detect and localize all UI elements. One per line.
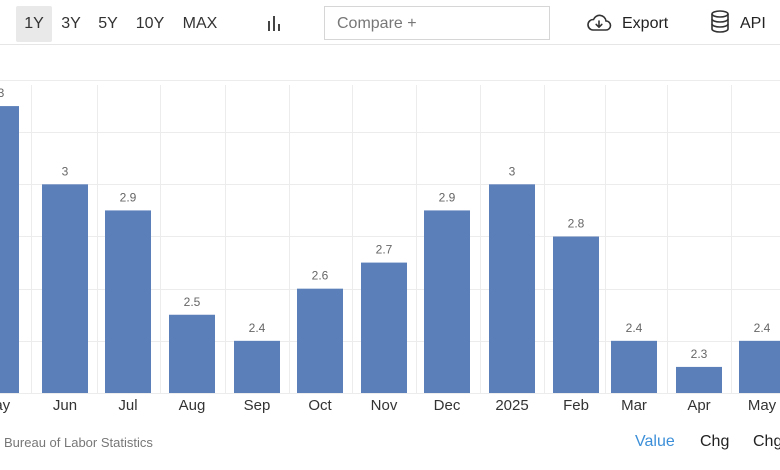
toolbar-divider	[0, 44, 780, 45]
bar[interactable]	[0, 106, 19, 394]
bar-value-label: 2.4	[249, 321, 266, 335]
value-mode-button[interactable]: Value	[635, 433, 675, 450]
x-tick-label: Sep	[244, 397, 271, 414]
bar-value-label: 2.9	[439, 190, 456, 204]
range-3y-button[interactable]: 3Y	[61, 15, 81, 32]
compare-field[interactable]	[324, 6, 550, 40]
x-tick-label: May	[748, 397, 777, 414]
bar-value-label: 2.6	[312, 269, 329, 283]
chart-type-button[interactable]	[262, 12, 286, 36]
x-tick-label: 2025	[495, 397, 528, 414]
bar-value-label: 2.4	[626, 321, 643, 335]
bar-value-label: 2.8	[568, 217, 585, 231]
x-tick-label: Mar	[621, 397, 647, 414]
api-button[interactable]: API	[709, 8, 769, 40]
bar[interactable]	[105, 210, 151, 393]
database-icon	[711, 10, 729, 33]
bar-value-label: 3	[62, 164, 69, 178]
chart-footer: Bureau of Labor Statistics Value Chg Chg	[0, 425, 780, 465]
bar[interactable]	[553, 236, 599, 394]
bar-chart: 3.3 3 2.9 2.5 2.4 2.6 2.7 2.9 3 2.8 2.4 2.3 2.4 May J…	[0, 80, 780, 414]
bar-value-label: 2.7	[376, 243, 393, 257]
bar[interactable]	[676, 366, 722, 393]
bar-value-label: 3	[509, 164, 516, 178]
bar-chart-icon	[268, 16, 280, 31]
bar-value-label: 2.4	[754, 321, 771, 335]
x-tick-label: Aug	[179, 397, 206, 414]
api-label: API	[740, 15, 766, 32]
cloud-download-icon	[587, 14, 612, 31]
x-tick-label: Jun	[53, 397, 77, 414]
x-tick-label: Apr	[687, 397, 710, 414]
bar-value-label: 2.5	[184, 295, 201, 309]
bar[interactable]	[489, 184, 535, 393]
bar-value-label: 3.3	[0, 86, 5, 100]
export-button[interactable]: Export	[586, 8, 672, 40]
x-tick-label: May	[0, 397, 11, 414]
bar[interactable]	[739, 340, 780, 393]
range-max-button[interactable]: MAX	[182, 15, 218, 32]
bar[interactable]	[42, 184, 88, 393]
bar[interactable]	[361, 262, 407, 393]
source-text: Bureau of Labor Statistics	[4, 435, 153, 450]
x-tick-label: Feb	[563, 397, 589, 414]
chg-mode-button-2[interactable]: Chg	[753, 433, 780, 450]
range-5y-button[interactable]: 5Y	[98, 15, 118, 32]
x-tick-label: Nov	[371, 397, 398, 414]
bar[interactable]	[297, 288, 343, 393]
bar[interactable]	[424, 210, 470, 393]
x-tick-label: Jul	[118, 397, 137, 414]
export-label: Export	[622, 15, 669, 32]
range-10y-button[interactable]: 10Y	[135, 15, 165, 32]
chart-toolbar: 1Y 3Y 5Y 10Y MAX Export API	[0, 0, 780, 48]
x-tick-label: Dec	[434, 397, 461, 414]
bar[interactable]	[234, 340, 280, 393]
range-1y-button[interactable]: 1Y	[16, 6, 52, 42]
x-tick-label: Oct	[308, 397, 332, 414]
chg-mode-button[interactable]: Chg	[700, 433, 730, 450]
bar-value-label: 2.3	[691, 347, 708, 361]
compare-input[interactable]	[335, 8, 539, 40]
bar[interactable]	[169, 314, 215, 393]
bar[interactable]	[611, 340, 657, 393]
bar-value-label: 2.9	[120, 190, 137, 204]
